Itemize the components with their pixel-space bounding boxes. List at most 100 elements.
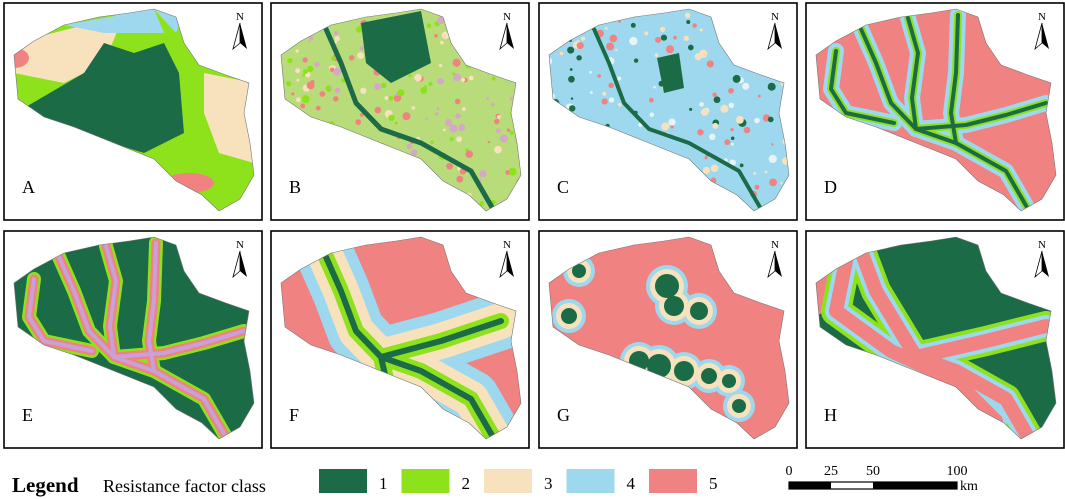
raster-patch [659, 168, 664, 174]
buffer [618, 365, 640, 387]
corridor [906, 16, 920, 131]
raster-patch [410, 149, 418, 156]
raster-patch [630, 22, 636, 28]
raster-patch [597, 193, 600, 197]
raster-patch [477, 42, 482, 47]
legend-label: 5 [709, 474, 718, 493]
raster-patch [745, 204, 750, 209]
raster-patch [436, 107, 440, 111]
raster-patch [440, 196, 444, 201]
map-area [14, 9, 254, 211]
scale-tick-label: 25 [824, 464, 838, 479]
corridor [914, 101, 1048, 131]
raster-patch [296, 163, 305, 172]
panel-label: F [289, 405, 299, 425]
panel-label: A [22, 177, 35, 197]
raster-patch [394, 95, 401, 102]
raster-patch [584, 184, 590, 189]
raster-patch [601, 98, 608, 105]
raster-patch [683, 35, 690, 42]
raster-patch [435, 184, 440, 189]
raster-patch [329, 86, 332, 90]
raster-patch [456, 136, 462, 143]
north-arrow [240, 251, 247, 277]
raster-patch [449, 137, 454, 142]
raster-patch [284, 196, 293, 205]
raster-patch [754, 117, 760, 124]
raster-patch [509, 130, 514, 136]
raster-patch [507, 72, 513, 78]
raster-patch [369, 183, 377, 191]
raster-patch [296, 112, 301, 117]
raster-patch [739, 16, 747, 24]
raster-patch [452, 58, 461, 67]
north-label: N [1038, 239, 1046, 251]
legend-label: 1 [379, 474, 388, 493]
raster-patch [626, 185, 634, 192]
raster-patch [644, 31, 649, 36]
raster-patch [337, 133, 341, 137]
raster-patch [426, 23, 432, 29]
raster-patch [300, 103, 306, 109]
corridor [592, 27, 763, 211]
raster-patch [559, 51, 564, 56]
raster-patch [771, 143, 774, 146]
raster-patch [710, 164, 719, 173]
legend-swatch [319, 469, 367, 493]
raster-patch [770, 204, 776, 210]
raster-patch [275, 91, 281, 97]
legend-label: 3 [544, 474, 553, 493]
raster-patch [586, 180, 593, 187]
raster-patch [604, 9, 612, 16]
raster-patch [690, 184, 696, 190]
raster-patch [782, 138, 789, 145]
raster-patch [316, 144, 322, 149]
raster-patch [342, 9, 349, 11]
raster-patch [769, 55, 777, 63]
raster-patch [579, 182, 585, 188]
raster-patch [739, 163, 744, 168]
raster-patch [296, 78, 300, 82]
raster-patch [629, 201, 635, 207]
raster-patch [784, 197, 789, 203]
raster-patch [604, 26, 608, 30]
raster-patch [588, 139, 593, 143]
raster-patch [373, 83, 382, 91]
raster-patch [608, 9, 612, 11]
raster-patch [479, 201, 485, 206]
raster-patch [305, 9, 313, 15]
raster-patch [275, 79, 281, 85]
raster-patch [331, 144, 336, 148]
raster-patch [333, 96, 339, 102]
region-outline [548, 8, 790, 212]
legend-swatch [484, 469, 532, 493]
raster-patch [657, 151, 666, 159]
raster-patch [314, 61, 320, 68]
map-panel: HN [805, 230, 1065, 449]
raster-patch [488, 50, 492, 55]
patch [655, 274, 679, 298]
raster-patch [371, 178, 375, 182]
patch [623, 370, 635, 382]
raster-patch [309, 35, 314, 41]
raster-patch [658, 173, 664, 179]
raster-patch [549, 35, 554, 43]
raster-patch [731, 45, 740, 54]
raster-patch [296, 97, 301, 103]
panel-border [538, 2, 798, 221]
raster-patch [331, 152, 338, 160]
raster-patch [709, 133, 716, 141]
raster-patch [743, 126, 751, 134]
raster-patch [686, 19, 691, 24]
legend-label: 4 [627, 474, 636, 493]
raster-patch [704, 156, 708, 160]
raster-patch [741, 206, 749, 211]
raster-patch [458, 10, 464, 16]
raster-patch [499, 134, 509, 143]
raster-patch [359, 113, 364, 117]
corridor [909, 319, 1053, 364]
raster-patch [720, 104, 729, 113]
map-area [549, 237, 789, 439]
patch [629, 351, 649, 371]
raster-patch [319, 91, 326, 97]
